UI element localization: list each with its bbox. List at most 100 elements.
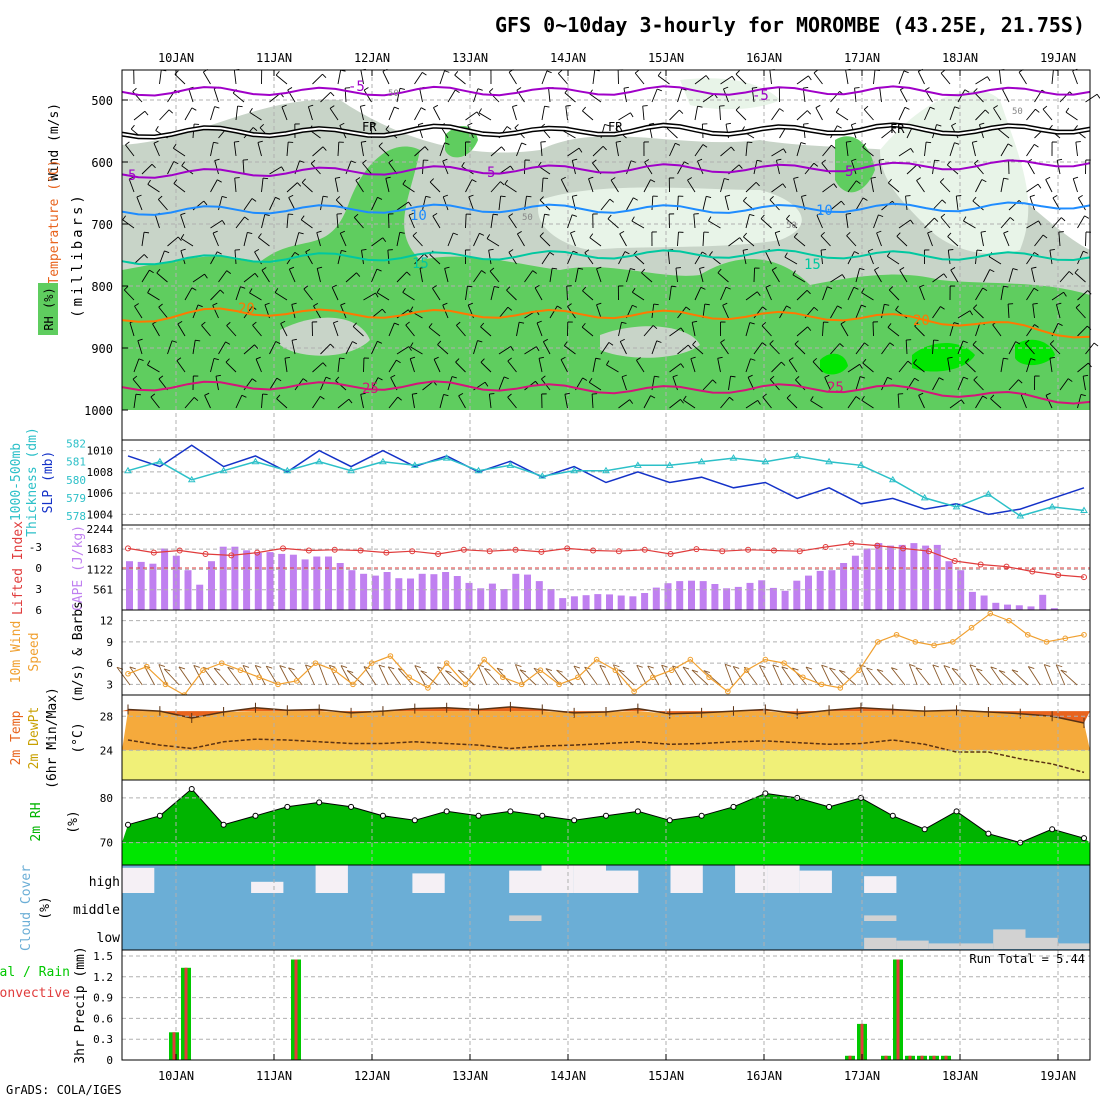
cape-bar xyxy=(910,543,917,610)
cloud-block-middle xyxy=(864,915,896,921)
rh2m-marker xyxy=(412,818,417,823)
cloud-tick-label: middle xyxy=(73,903,120,918)
thickness-axis-label: 1000-500mb xyxy=(9,443,24,521)
date-label-bottom: 16JAN xyxy=(746,1069,782,1083)
dewpt-axis-label: 2m DewPt xyxy=(27,707,42,770)
date-label-bottom: 19JAN xyxy=(1040,1069,1076,1083)
cape-bar xyxy=(372,576,379,610)
cape-tick-label: 1683 xyxy=(87,543,114,556)
cape-bar xyxy=(676,581,683,610)
cape-bar xyxy=(454,576,461,610)
rh2m-marker xyxy=(221,822,226,827)
wind-barb-flag xyxy=(906,196,911,197)
cape-bar xyxy=(161,549,168,611)
rh-contour-label-4: 50 xyxy=(1012,107,1023,117)
contour-label-15-2: 15 xyxy=(804,257,821,273)
precip-tick-label: 1.5 xyxy=(93,950,113,963)
date-label-top: 10JAN xyxy=(158,51,194,65)
slp-tick-label: 1010 xyxy=(87,445,114,458)
contour-label-5-2: 5 xyxy=(487,165,495,181)
contour-label-25-2: 25 xyxy=(827,380,844,396)
contour-label-neg5: -5 xyxy=(348,79,365,95)
cape-bar xyxy=(430,574,437,610)
thickness-axis-label-2: Thickness (dm) xyxy=(25,427,40,537)
precip-conv-label: Convective xyxy=(0,986,70,1001)
slp-axis-label: SLP (mb) xyxy=(41,451,56,514)
cape-bar xyxy=(501,589,508,610)
cape-tick-label: 1122 xyxy=(87,563,114,576)
cape-bar xyxy=(196,585,203,610)
contour-label-20-2: 20 xyxy=(913,313,930,329)
cape-bar xyxy=(278,554,285,610)
cape-bar xyxy=(442,572,449,610)
precip-rain-label: tal / Rain xyxy=(0,965,70,980)
precip-bar-convective xyxy=(933,1056,936,1060)
cape-bar xyxy=(548,589,555,610)
rh2m-marker xyxy=(1050,827,1055,832)
cape-bar xyxy=(618,596,625,611)
rh2m-marker xyxy=(731,804,736,809)
cape-bar xyxy=(1028,606,1035,610)
cloud-tick-label: high xyxy=(89,875,120,890)
cape-bar xyxy=(747,583,754,610)
cloud-panel xyxy=(122,865,1090,950)
slp-tick-label: 1006 xyxy=(87,487,114,500)
cape-bar xyxy=(466,583,473,610)
rh2m-marker xyxy=(890,813,895,818)
li-axis-label: Lifted Index xyxy=(11,521,26,615)
thickness-tick-label: 579 xyxy=(66,492,86,505)
wind-speed-axis-label: 10m Wind xyxy=(9,621,24,684)
date-label-top: 14JAN xyxy=(550,51,586,65)
rh-contour-label-2: 50 xyxy=(522,213,533,223)
rh2m-marker xyxy=(699,813,704,818)
rh2m-marker xyxy=(922,827,927,832)
t2m-tick-label: 28 xyxy=(100,710,113,723)
rh2m-marker xyxy=(126,822,131,827)
precip-bar-convective xyxy=(885,1056,888,1060)
wind-barb-flag xyxy=(676,268,681,269)
wind-panel-background xyxy=(122,610,1090,695)
wind-barb-flag xyxy=(1097,94,1100,98)
cape-bar xyxy=(313,557,320,611)
rh2m-marker xyxy=(667,818,672,823)
rh2m-marker xyxy=(476,813,481,818)
cape-bar xyxy=(583,595,590,610)
cape-bar xyxy=(220,547,227,610)
cloud-block-low xyxy=(896,941,928,949)
rh2m-marker xyxy=(380,813,385,818)
cape-axis-label: CAPE (J/kg) xyxy=(71,525,86,611)
upper-air-panel: -5 -5 FR FR FR 5 5 5 10 10 15 15 20 20 2… xyxy=(122,69,1100,440)
cape-bar xyxy=(512,574,519,610)
cape-tick-label: 2244 xyxy=(87,523,114,536)
rh2m-marker xyxy=(572,818,577,823)
cape-bar xyxy=(606,594,613,610)
cape-bar xyxy=(840,563,847,610)
contour-label-10-2: 10 xyxy=(816,203,833,219)
contour-label-15: 15 xyxy=(412,256,429,272)
cloud-block-high xyxy=(122,868,154,893)
thickness-tick-label: 582 xyxy=(66,438,86,451)
rh-pale-fill xyxy=(538,188,802,251)
run-total-label: Run Total = 5.44 xyxy=(969,952,1085,966)
precip-tick-label: 0.3 xyxy=(93,1033,113,1046)
wind-barb-flag xyxy=(956,195,961,196)
cloud-block-low xyxy=(929,943,961,949)
slp-thickness-panel xyxy=(122,440,1090,525)
cape-bar xyxy=(735,587,742,610)
rh2m-marker xyxy=(317,800,322,805)
cape-bar xyxy=(641,593,648,610)
wind-barb-flag xyxy=(821,250,826,251)
temp-panel xyxy=(122,695,1090,780)
cape-bar xyxy=(922,546,929,610)
wind-barb-flag xyxy=(340,358,345,359)
cape-bar xyxy=(477,588,484,610)
cape-bar xyxy=(302,559,309,610)
thickness-tick-label: 581 xyxy=(66,456,86,469)
contour-label-25: 25 xyxy=(362,381,379,397)
rh2m-marker xyxy=(540,813,545,818)
cape-bar xyxy=(536,581,543,610)
cape-bar xyxy=(243,550,250,610)
rh2m-marker xyxy=(954,809,959,814)
temp-fills xyxy=(122,702,1090,780)
